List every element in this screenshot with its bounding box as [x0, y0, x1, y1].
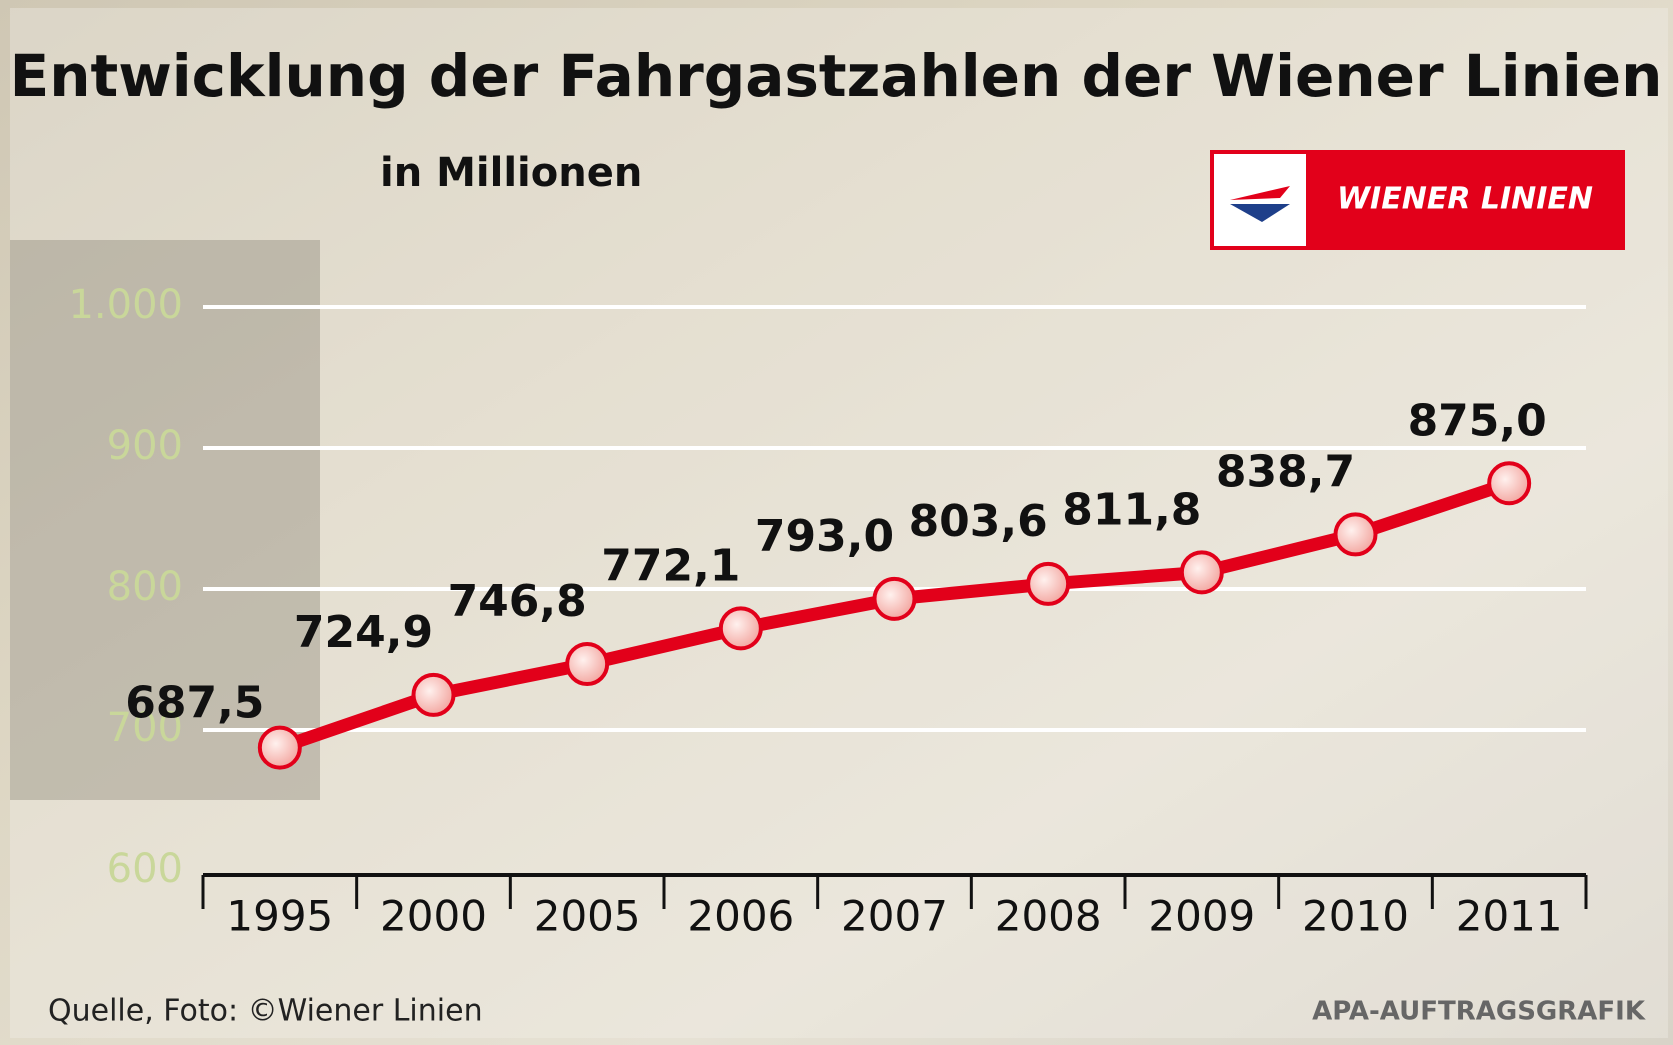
- x-tick-label: 2010: [1302, 892, 1409, 941]
- value-label: 803,6: [909, 496, 1048, 547]
- value-label: 687,5: [125, 678, 264, 729]
- value-label: 838,7: [1216, 446, 1355, 497]
- chart-title: Entwicklung der Fahrgastzahlen der Wiene…: [10, 42, 1663, 110]
- x-tick-label: 2000: [380, 892, 487, 941]
- y-tick-label: 800: [107, 564, 183, 610]
- y-tick-label: 1.000: [68, 282, 183, 328]
- x-tick-label: 2008: [995, 892, 1102, 941]
- logo-text: WIENER LINIEN: [1337, 182, 1593, 217]
- x-tick-label: 2009: [1148, 892, 1255, 941]
- source: Quelle, Foto: ©Wiener Linien: [48, 994, 483, 1029]
- value-label: 724,9: [294, 607, 433, 658]
- point: [1333, 512, 1378, 557]
- logo-icon-bg: [1214, 154, 1306, 246]
- logo: WIENER LINIEN: [1210, 150, 1625, 250]
- y-tick-label: 900: [107, 423, 183, 469]
- x-tick-label: 2007: [841, 892, 948, 941]
- point: [411, 672, 456, 717]
- point: [1179, 550, 1224, 595]
- x-tick-label: 1995: [226, 892, 333, 941]
- point: [257, 725, 302, 770]
- value-label: 875,0: [1408, 395, 1547, 446]
- logo-icon: [1230, 204, 1290, 222]
- point: [1026, 561, 1071, 606]
- credit: APA-AUFTRAGSGRAFIK: [1312, 997, 1646, 1027]
- chart-subtitle: in Millionen: [380, 150, 642, 196]
- x-tick-label: 2011: [1456, 892, 1563, 941]
- value-label: 793,0: [755, 511, 894, 562]
- value-label: 746,8: [448, 576, 587, 627]
- point: [565, 642, 610, 687]
- photo-train: [10, 240, 320, 800]
- y-tick-label: 600: [107, 846, 183, 892]
- x-tick-label: 2005: [534, 892, 641, 941]
- value-label: 811,8: [1062, 484, 1201, 535]
- point: [1487, 461, 1532, 506]
- x-tick-label: 2006: [687, 892, 794, 941]
- y-tick-label: 700: [107, 705, 183, 751]
- logo-icon: [1230, 186, 1290, 200]
- point: [718, 606, 763, 651]
- point: [872, 576, 917, 621]
- value-label: 772,1: [601, 540, 740, 591]
